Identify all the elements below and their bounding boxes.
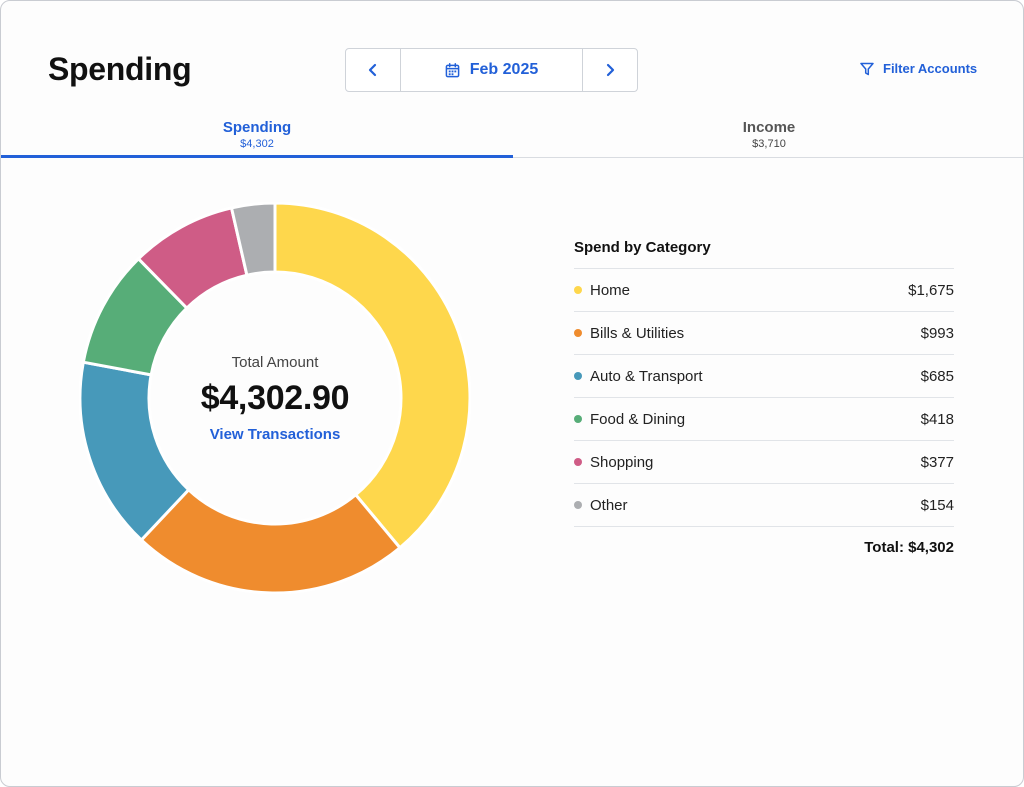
filter-icon [860, 62, 874, 75]
tab-income[interactable]: Income $3,710 [513, 119, 1023, 157]
month-label: Feb 2025 [469, 61, 539, 78]
total-amount-value: $4,302.90 [200, 378, 350, 417]
category-name: Shopping [590, 453, 654, 471]
tab-spending-label: Spending [222, 119, 292, 136]
category-color-dot [574, 372, 582, 380]
category-name: Bills & Utilities [590, 324, 685, 342]
category-row[interactable]: Home $1,675 [574, 269, 954, 312]
chevron-left-icon [368, 63, 377, 77]
category-name: Other [590, 496, 628, 514]
category-color-dot [574, 329, 582, 337]
category-color-dot [574, 458, 582, 466]
category-row[interactable]: Food & Dining $418 [574, 398, 954, 441]
tab-spending[interactable]: Spending $4,302 [1, 119, 513, 158]
donut-center: Total Amount $4,302.90 View Transactions [79, 202, 471, 594]
donut-slice-bills-utilities[interactable] [139, 487, 403, 594]
total-amount-label: Total Amount [231, 353, 319, 371]
tab-spending-amount: $4,302 [240, 138, 274, 150]
category-amount: $1,675 [908, 281, 954, 299]
category-name: Home [590, 281, 631, 299]
category-total: Total: $4,302 [864, 539, 954, 556]
next-month-button[interactable] [582, 49, 637, 91]
category-row[interactable]: Shopping $377 [574, 441, 954, 484]
chevron-right-icon [606, 63, 615, 77]
previous-month-button[interactable] [346, 49, 401, 91]
month-selector: Feb 2025 [345, 48, 638, 92]
category-amount: $993 [920, 324, 954, 342]
category-name: Auto & Transport [590, 367, 703, 385]
category-row[interactable]: Other $154 [574, 484, 954, 527]
filter-accounts-label: Filter Accounts [883, 61, 978, 76]
donut-slice-home[interactable] [273, 202, 471, 550]
tab-income-amount: $3,710 [752, 138, 786, 150]
category-row[interactable]: Auto & Transport $685 [574, 355, 954, 398]
category-color-dot [574, 286, 582, 294]
category-color-dot [574, 415, 582, 423]
category-panel-title: Spend by Category [574, 239, 954, 269]
view-transactions-link[interactable]: View Transactions [209, 425, 341, 443]
tab-bar: Spending $4,302 Income $3,710 [1, 119, 1023, 158]
category-amount: $154 [920, 496, 954, 514]
category-amount: $377 [920, 453, 954, 471]
category-amount: $685 [920, 367, 954, 385]
category-color-dot [574, 501, 582, 509]
month-picker-button[interactable]: Feb 2025 [401, 49, 582, 91]
spend-by-category-panel: Spend by Category Home $1,675 Bills & Util… [574, 239, 954, 556]
tab-income-label: Income [742, 119, 796, 136]
donut-slice-other[interactable] [229, 202, 277, 277]
category-row[interactable]: Bills & Utilities $993 [574, 312, 954, 355]
category-name: Food & Dining [590, 410, 686, 428]
spending-donut-chart: Total Amount $4,302.90 View Transactions [79, 202, 471, 594]
calendar-icon [445, 62, 460, 77]
page-title: Spending [48, 51, 192, 87]
category-amount: $418 [920, 410, 954, 428]
filter-accounts-button[interactable]: Filter Accounts [860, 61, 977, 76]
